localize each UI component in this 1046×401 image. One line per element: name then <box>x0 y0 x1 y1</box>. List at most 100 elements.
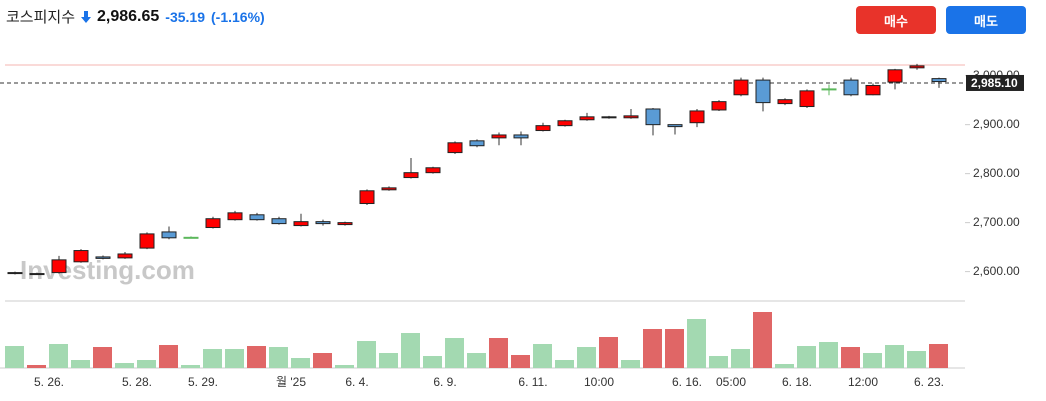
candle-body <box>931 78 947 83</box>
candle-body <box>535 125 551 132</box>
volume-bar <box>775 364 794 368</box>
last-price-label: 2,985.10 <box>971 76 1018 90</box>
volume-bar <box>27 365 46 368</box>
volume-bar <box>269 347 288 368</box>
volume-bar <box>599 337 618 368</box>
candle-body <box>381 187 397 191</box>
x-tick-label: 5. 29. <box>188 375 218 389</box>
candle-body <box>491 134 507 139</box>
candle-body <box>711 101 727 111</box>
candle-body <box>689 110 705 124</box>
candle-body <box>667 124 683 128</box>
x-tick-label: 10:00 <box>584 375 614 389</box>
candle-body <box>73 250 89 263</box>
watermark: Investing.com <box>20 255 195 285</box>
candle-body <box>7 272 23 275</box>
candle-body <box>777 99 793 105</box>
volume-bar <box>423 356 442 368</box>
x-tick-label: 6. 11. <box>518 375 547 389</box>
volume-bar <box>291 358 310 368</box>
change: -35.19 <box>165 8 205 25</box>
x-tick-label: 12:00 <box>848 375 878 389</box>
volume-bar <box>115 363 134 368</box>
x-tick-label: 6. 9. <box>433 375 456 389</box>
y-tick-label: 2,700.00 <box>973 215 1020 229</box>
candle-body <box>623 115 639 119</box>
volume-bar <box>357 341 376 368</box>
volume-bar <box>511 355 530 368</box>
volume-bar <box>621 360 640 368</box>
y-tick-label: 2,600.00 <box>973 264 1020 278</box>
volume-bar <box>247 346 266 368</box>
candle-body <box>887 69 903 83</box>
candle-body <box>139 233 155 249</box>
candle-body <box>579 116 595 121</box>
candle-body <box>227 212 243 221</box>
candle-body <box>865 84 881 96</box>
volume-bar <box>863 353 882 368</box>
candle-body <box>161 231 177 239</box>
volume-bar <box>93 347 112 368</box>
x-tick-label: 6. 4. <box>345 375 368 389</box>
volume-bar <box>555 360 574 368</box>
candle-body <box>403 172 419 179</box>
candle-body <box>95 256 111 259</box>
volume-bar <box>445 338 464 368</box>
candle-body <box>755 79 771 104</box>
candle-body <box>183 236 199 239</box>
volume-bar <box>841 347 860 368</box>
x-tick-label: 6. 18. <box>782 375 812 389</box>
volume-bar <box>401 333 420 368</box>
x-tick-label: 월 '25 <box>276 375 306 389</box>
candle-body <box>315 221 331 225</box>
candle-body <box>29 273 45 276</box>
candle-body <box>821 88 837 91</box>
volume-bar <box>137 360 156 368</box>
candle-body <box>51 259 67 274</box>
volume-bar <box>335 365 354 368</box>
candle-body <box>205 218 221 229</box>
candle-body <box>843 79 859 96</box>
x-tick-label: 6. 23. <box>914 375 944 389</box>
volume-bar <box>731 349 750 368</box>
volume-bar <box>797 346 816 368</box>
x-tick-label: 5. 28. <box>122 375 152 389</box>
candle-body <box>117 253 133 259</box>
volume-bar <box>929 344 948 368</box>
y-tick-label: 2,800.00 <box>973 166 1020 180</box>
volume-bar <box>885 345 904 368</box>
volume-bar <box>467 353 486 368</box>
volume-bar <box>489 338 508 368</box>
index-name: 코스피지수 <box>6 9 76 26</box>
volume-bar <box>203 349 222 368</box>
candle-body <box>447 142 463 154</box>
candle-body <box>909 65 925 69</box>
volume-bar <box>687 319 706 368</box>
volume-bar <box>49 344 68 368</box>
volume-bar <box>71 360 90 368</box>
buy-button[interactable]: 매수 <box>856 6 936 34</box>
volume-bar <box>819 342 838 368</box>
candle-body <box>733 79 749 96</box>
candle-body <box>271 218 287 225</box>
sell-button[interactable]: 매도 <box>946 6 1026 34</box>
volume-bar <box>907 351 926 368</box>
down-arrow <box>81 10 92 23</box>
candle-body <box>645 108 661 126</box>
candle-body <box>249 214 265 221</box>
candle-body <box>469 140 485 147</box>
change-pct: (-1.16%) <box>211 8 265 25</box>
volume-bar <box>709 356 728 368</box>
quote-header: 코스피지수 2,986.65 -35.19 (-1.16%) <box>6 6 265 27</box>
volume-bar <box>665 329 684 368</box>
candle-body <box>601 116 617 119</box>
volume-bar <box>181 365 200 368</box>
candle-body <box>425 167 441 174</box>
volume-bar <box>379 353 398 368</box>
volume-bar <box>577 347 596 368</box>
candle-body <box>293 221 309 227</box>
last-price-tag <box>966 74 1024 91</box>
x-tick-label: 05:00 <box>716 375 746 389</box>
